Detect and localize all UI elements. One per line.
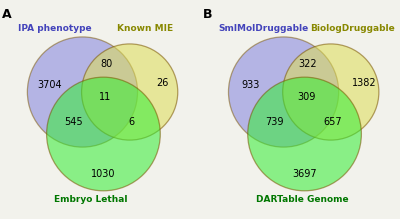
Text: 309: 309 <box>297 92 316 102</box>
Text: IPA phenotype: IPA phenotype <box>18 24 91 33</box>
Text: BiologDruggable: BiologDruggable <box>310 24 394 33</box>
Text: 1030: 1030 <box>91 169 116 179</box>
Text: 322: 322 <box>299 59 317 69</box>
Text: 11: 11 <box>99 92 111 102</box>
Circle shape <box>248 77 361 191</box>
Text: 933: 933 <box>241 80 260 90</box>
Text: 3697: 3697 <box>292 169 317 179</box>
Text: SmlMolDruggable: SmlMolDruggable <box>219 24 309 33</box>
Circle shape <box>27 37 138 147</box>
Text: B: B <box>203 8 213 21</box>
Text: 657: 657 <box>323 117 342 127</box>
Text: Embryo Lethal: Embryo Lethal <box>54 195 128 204</box>
Circle shape <box>47 77 160 191</box>
Text: A: A <box>2 8 12 21</box>
Text: 80: 80 <box>101 59 113 69</box>
Circle shape <box>228 37 339 147</box>
Text: 6: 6 <box>128 117 134 127</box>
Text: 545: 545 <box>64 117 83 127</box>
Text: DARTable Genome: DARTable Genome <box>256 195 348 204</box>
Text: 3704: 3704 <box>37 80 62 90</box>
Text: 739: 739 <box>266 117 284 127</box>
Circle shape <box>82 44 178 140</box>
Text: 26: 26 <box>157 78 169 88</box>
Circle shape <box>283 44 379 140</box>
Text: 1382: 1382 <box>352 78 376 88</box>
Text: Known MIE: Known MIE <box>118 24 174 33</box>
